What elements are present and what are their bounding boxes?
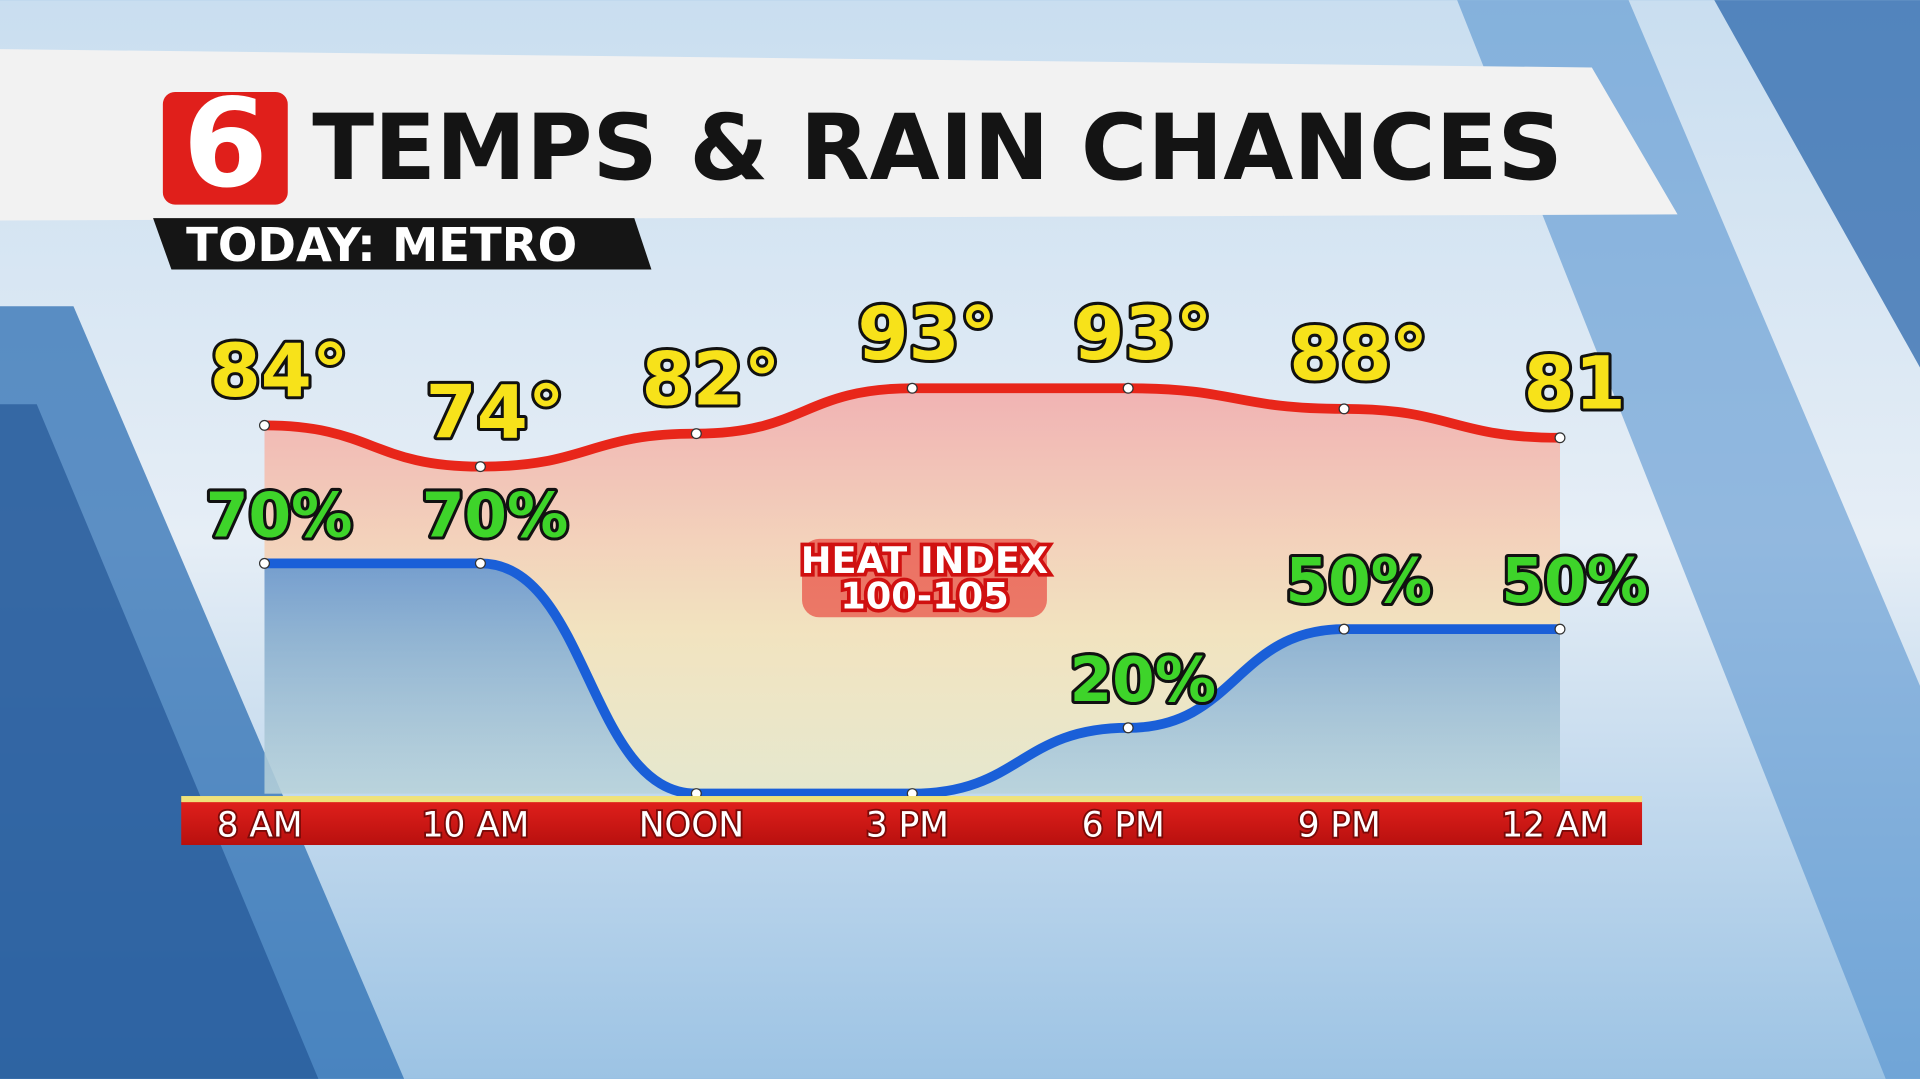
subtitle: TODAY: METRO (186, 218, 577, 272)
annotation: HEAT INDEX (801, 539, 1048, 582)
data-label: 74° (426, 370, 565, 455)
stripe (1714, 0, 1920, 368)
x-tick-label: 6 PM (1082, 805, 1165, 845)
x-tick-label: 10 AM (422, 805, 530, 845)
x-tick-label: 3 PM (866, 805, 949, 845)
data-point (1122, 722, 1134, 734)
logo-text: 6 (183, 72, 268, 215)
data-point (1554, 432, 1566, 444)
x-tick-label: NOON (639, 805, 744, 845)
data-label: 81 (1524, 341, 1626, 426)
data-label: 70% (422, 480, 569, 551)
data-point (474, 461, 486, 473)
data-point (258, 419, 270, 431)
category-bar (181, 800, 1643, 846)
data-point (1338, 403, 1350, 415)
data-point (1122, 382, 1134, 394)
stripe (0, 404, 319, 1079)
x-tick-label: 9 PM (1298, 805, 1381, 845)
data-label: 84° (210, 329, 349, 414)
data-label: 20% (1070, 645, 1217, 716)
annotation: 100-105 (840, 575, 1009, 618)
x-tick-label: 8 AM (217, 805, 303, 845)
data-label: 70% (206, 480, 353, 551)
data-point (1338, 623, 1350, 635)
header-banner (0, 49, 1678, 221)
x-tick-label: 12 AM (1501, 805, 1608, 845)
data-label: 93° (1073, 292, 1212, 377)
title: TEMPS & RAIN CHANCES (312, 96, 1563, 201)
data-point (474, 557, 486, 569)
annotation-glow (802, 538, 1047, 618)
category-bar-edge (181, 796, 1643, 803)
subtitle-banner (153, 218, 652, 270)
data-point (258, 557, 270, 569)
logo (162, 91, 288, 205)
data-point (1554, 623, 1566, 635)
data-label: 88° (1289, 313, 1428, 398)
series-area (264, 563, 1561, 794)
data-label: 50% (1501, 546, 1648, 617)
data-point (690, 428, 702, 440)
data-label: 93° (857, 292, 996, 377)
stripe (1457, 0, 1920, 1079)
data-label: 50% (1286, 546, 1433, 617)
data-label: 82° (642, 337, 781, 422)
data-point (906, 382, 918, 394)
